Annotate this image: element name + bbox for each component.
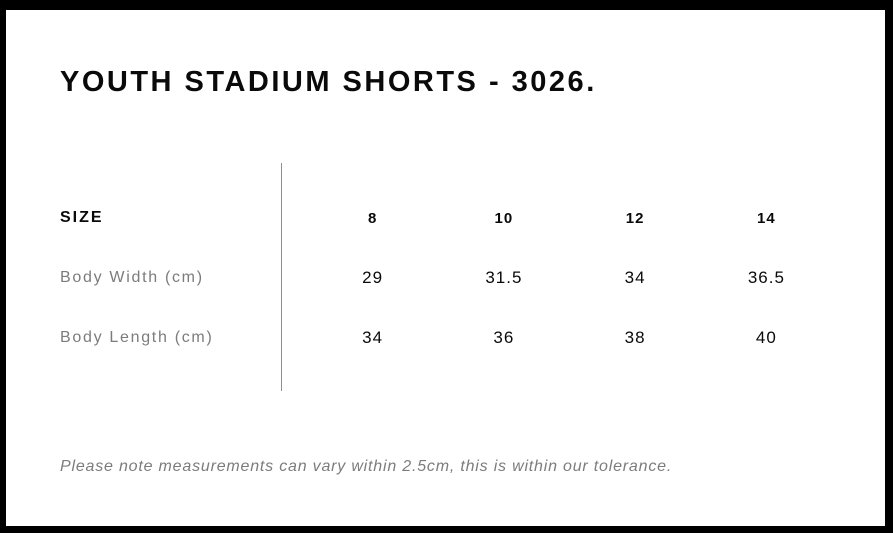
size-column-header: 10 (494, 209, 514, 227)
size-chart-table: SIZE 8 10 12 14 Body Width (cm) 29 31.5 … (60, 188, 832, 368)
body-length-value: 36 (493, 328, 515, 347)
body-width-value: 34 (624, 268, 646, 287)
page-title: YOUTH STADIUM SHORTS - 3026. (60, 66, 597, 98)
body-width-value: 29 (362, 268, 384, 287)
tolerance-note: Please note measurements can vary within… (60, 458, 673, 475)
row-label-body-width: Body Width (cm) (60, 269, 204, 286)
table-column-divider (281, 163, 282, 391)
body-length-value: 34 (362, 328, 384, 347)
body-length-value: 40 (755, 328, 777, 347)
row-label-body-length: Body Length (cm) (60, 329, 214, 346)
body-width-value: 36.5 (747, 268, 785, 287)
body-length-value: 38 (624, 328, 646, 347)
size-guide-page: YOUTH STADIUM SHORTS - 3026. SIZE 8 10 1… (6, 10, 885, 526)
size-column-header: 12 (625, 209, 645, 227)
size-header-label: SIZE (60, 209, 104, 226)
body-width-value: 31.5 (485, 268, 523, 287)
size-column-header: 14 (757, 209, 776, 227)
size-column-header: 8 (367, 209, 378, 227)
